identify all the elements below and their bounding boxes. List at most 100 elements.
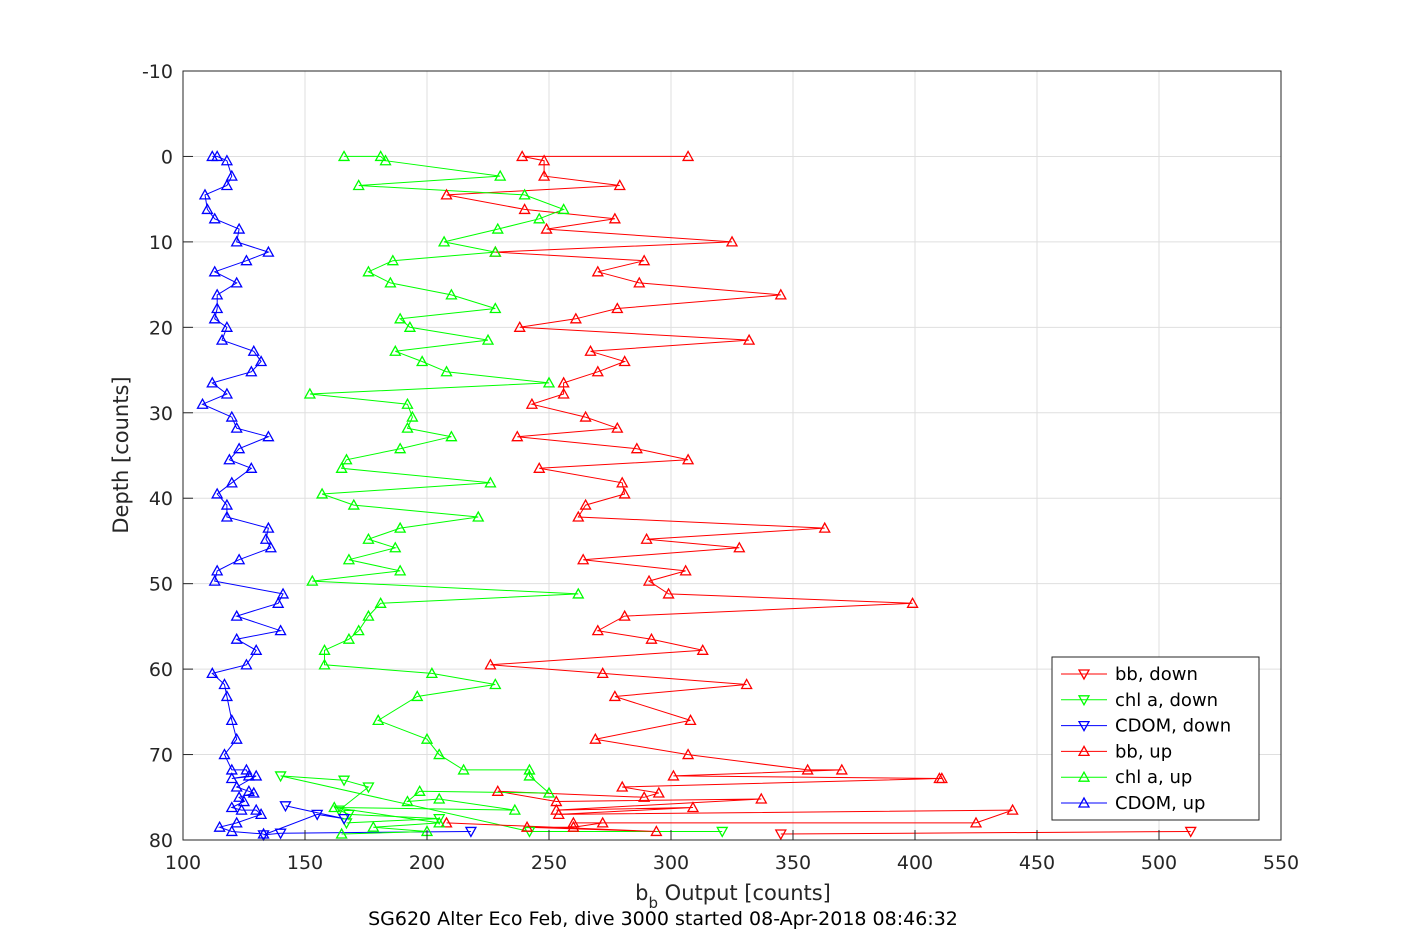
series-line-cdom-down [263,805,471,836]
point-chl-a-up [491,222,504,234]
legend: bb, down chl a, down CDOM, down bb, up chl a… [1051,656,1260,821]
point-chl-a-up [342,553,356,565]
point-chl-a-up [394,521,407,533]
point-cdom-up [257,827,270,839]
point-chl-a-up [362,532,375,544]
point-cdom-up [220,320,234,332]
point-bb-up [440,188,453,200]
point-bb-up [679,564,692,576]
point-cdom-up [254,808,268,820]
point-cdom-up [250,643,263,655]
x-axis-label-subscript: b [648,894,658,912]
point-bb-up [513,320,526,332]
point-bb-up [630,442,643,454]
point-chl-a-up [425,667,438,679]
point-cdom-up [230,609,243,621]
point-chl-a-up [416,355,429,367]
point-chl-a-up [335,827,348,839]
point-chl-a-up [413,784,426,796]
point-chl-a-up [374,596,387,608]
point-bb-up [618,355,631,367]
point-bb-up [584,344,597,356]
point-bb-up [533,461,546,473]
point-chl-a-down [362,782,375,794]
x-axis-ticks: 100 150 200 250 300 350 400 450 500 550 [165,830,1299,874]
y-tick-label: 50 [149,574,173,596]
point-bb-up [774,288,787,300]
point-chl-a-up [472,510,485,522]
point-bb-up [567,820,580,832]
point-chl-a-up [389,541,402,553]
point-cdom-up [264,541,277,553]
point-cdom-up [233,442,246,454]
point-chl-a-up [411,690,424,702]
x-tick-label: 450 [1019,852,1055,874]
point-cdom-up [225,825,238,837]
point-bb-up [567,816,580,828]
point-bb-up [742,333,756,345]
point-cdom-up [218,748,231,760]
point-cdom-down [464,826,478,838]
point-bb-up [557,387,570,399]
x-axis-label: bb Output [counts] [635,881,831,912]
point-chl-a-up [445,288,458,300]
point-bb-up [638,254,651,266]
point-chl-a-up [433,748,446,760]
point-bb-up [557,376,570,388]
point-cdom-up [237,795,251,807]
point-cdom-up [230,780,243,792]
point-chl-a-up [406,410,419,422]
series-line-chl-a-down [280,775,723,832]
series-line-cdom-up [201,155,284,835]
point-chl-a-up [437,235,451,247]
point-bb-up [638,790,651,802]
point-chl-a-up [318,643,331,655]
x-tick-label: 500 [1141,852,1177,874]
y-tick-label: 10 [149,232,173,254]
point-bb-up [667,769,680,781]
point-cdom-up [208,212,221,224]
point-chl-a-up [481,333,495,345]
point-cdom-up [201,203,214,215]
point-bb-up [569,312,582,324]
y-tick-label: 20 [149,317,173,339]
point-chl-a-up [347,498,360,510]
point-cdom-up [198,188,212,200]
point-chl-a-up [445,430,458,442]
point-cdom-up [225,410,238,422]
point-cdom-down [311,809,324,821]
point-chl-a-up [352,179,365,191]
legend-swatch-marker [1077,770,1091,782]
point-bb-up [696,643,709,655]
point-cdom-up [245,365,258,377]
point-cdom-up [262,521,275,533]
point-chl-a-up [386,254,399,266]
point-cdom-down [337,813,351,825]
point-chl-a-up [372,714,385,726]
point-chl-a-up [403,320,417,332]
point-cdom-up [213,820,226,832]
legend-entry-label: bb, down [1115,664,1198,685]
point-chl-a-up [457,763,470,775]
legend-swatch-marker [1077,745,1091,757]
x-tick-label: 400 [897,852,933,874]
point-bb-up [933,772,946,784]
y-tick-label: 30 [149,403,173,425]
point-chl-a-up [362,609,375,621]
point-bb-up [835,763,848,775]
point-cdom-up [230,276,243,288]
point-bb-up [540,222,553,234]
point-cdom-up [262,430,275,442]
point-chl-a-up [337,150,351,162]
point-cdom-down [274,828,287,840]
point-chl-a-up [533,212,546,224]
point-bb-up [686,801,700,813]
point-chl-a-up [379,154,392,166]
point-chl-a-up [489,678,502,690]
legend-box [1051,656,1260,821]
point-cdom-up [211,302,224,314]
point-cdom-up [196,397,209,409]
point-bb-up [645,632,658,644]
point-chl-a-up [362,265,375,277]
